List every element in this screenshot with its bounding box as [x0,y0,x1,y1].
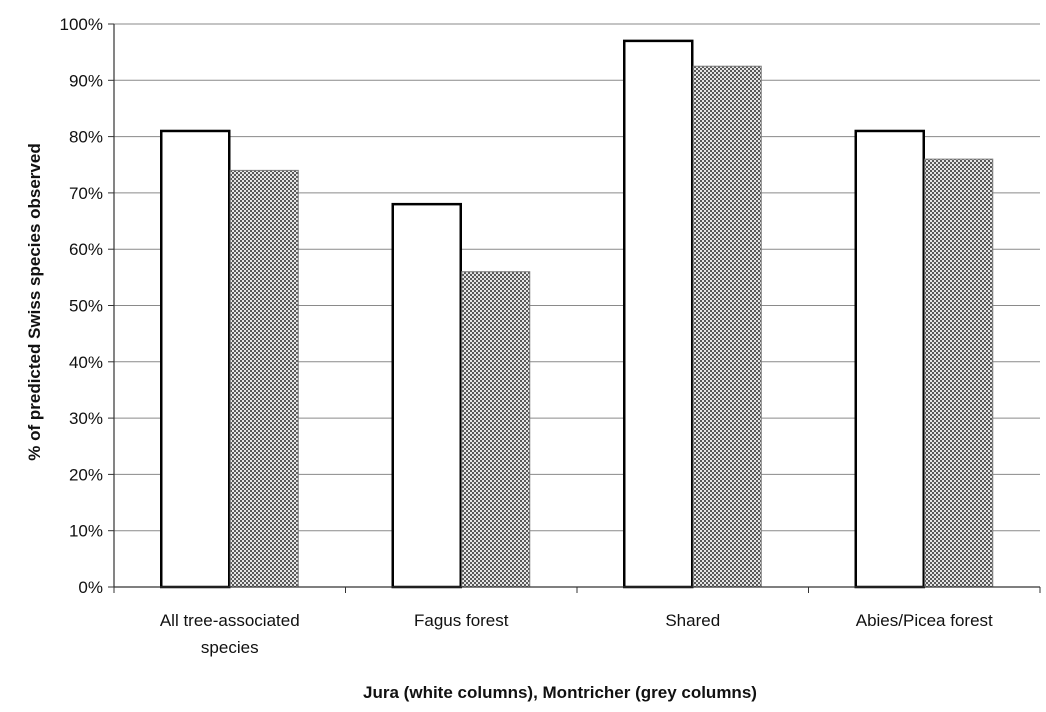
x-axis-title: Jura (white columns), Montricher (grey c… [363,683,757,702]
bars [160,39,994,589]
y-tick-label: 70% [69,184,103,203]
y-axis-ticks: 0% 10% 20% 30% 40% 50% 60% 70% 80% 90% 100% [60,15,114,597]
y-tick-label: 20% [69,465,103,484]
bar-jura [623,39,694,589]
y-axis-title: % of predicted Swiss species observed [25,143,44,460]
bar-jura [160,129,231,589]
y-tick-label: 50% [69,297,103,316]
y-tick-label: 100% [60,15,103,34]
y-tick-label: 10% [69,522,103,541]
y-tick-label: 60% [69,240,103,259]
y-tick-label: 40% [69,353,103,372]
y-tick-label: 30% [69,409,103,428]
bar-jura [391,202,462,589]
x-category-label: Shared [665,611,720,630]
y-tick-label: 0% [78,578,103,597]
x-category-label: Abies/Picea forest [856,611,993,630]
bar-montricher [461,271,531,588]
x-category-label: Fagus forest [414,611,509,630]
x-axis-categories: All tree-associated species Fagus forest Sh… [160,611,993,657]
x-category-label: All tree-associated [160,611,300,630]
axes [113,24,1041,593]
bar-montricher [692,65,762,588]
bar-jura [854,129,925,589]
y-tick-label: 80% [69,128,103,147]
bar-montricher [924,158,994,588]
x-category-label: species [201,638,259,657]
bar-montricher [229,169,299,588]
y-tick-label: 90% [69,71,103,90]
